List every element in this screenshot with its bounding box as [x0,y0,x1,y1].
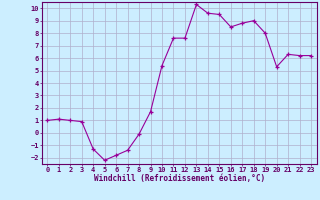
X-axis label: Windchill (Refroidissement éolien,°C): Windchill (Refroidissement éolien,°C) [94,174,265,183]
